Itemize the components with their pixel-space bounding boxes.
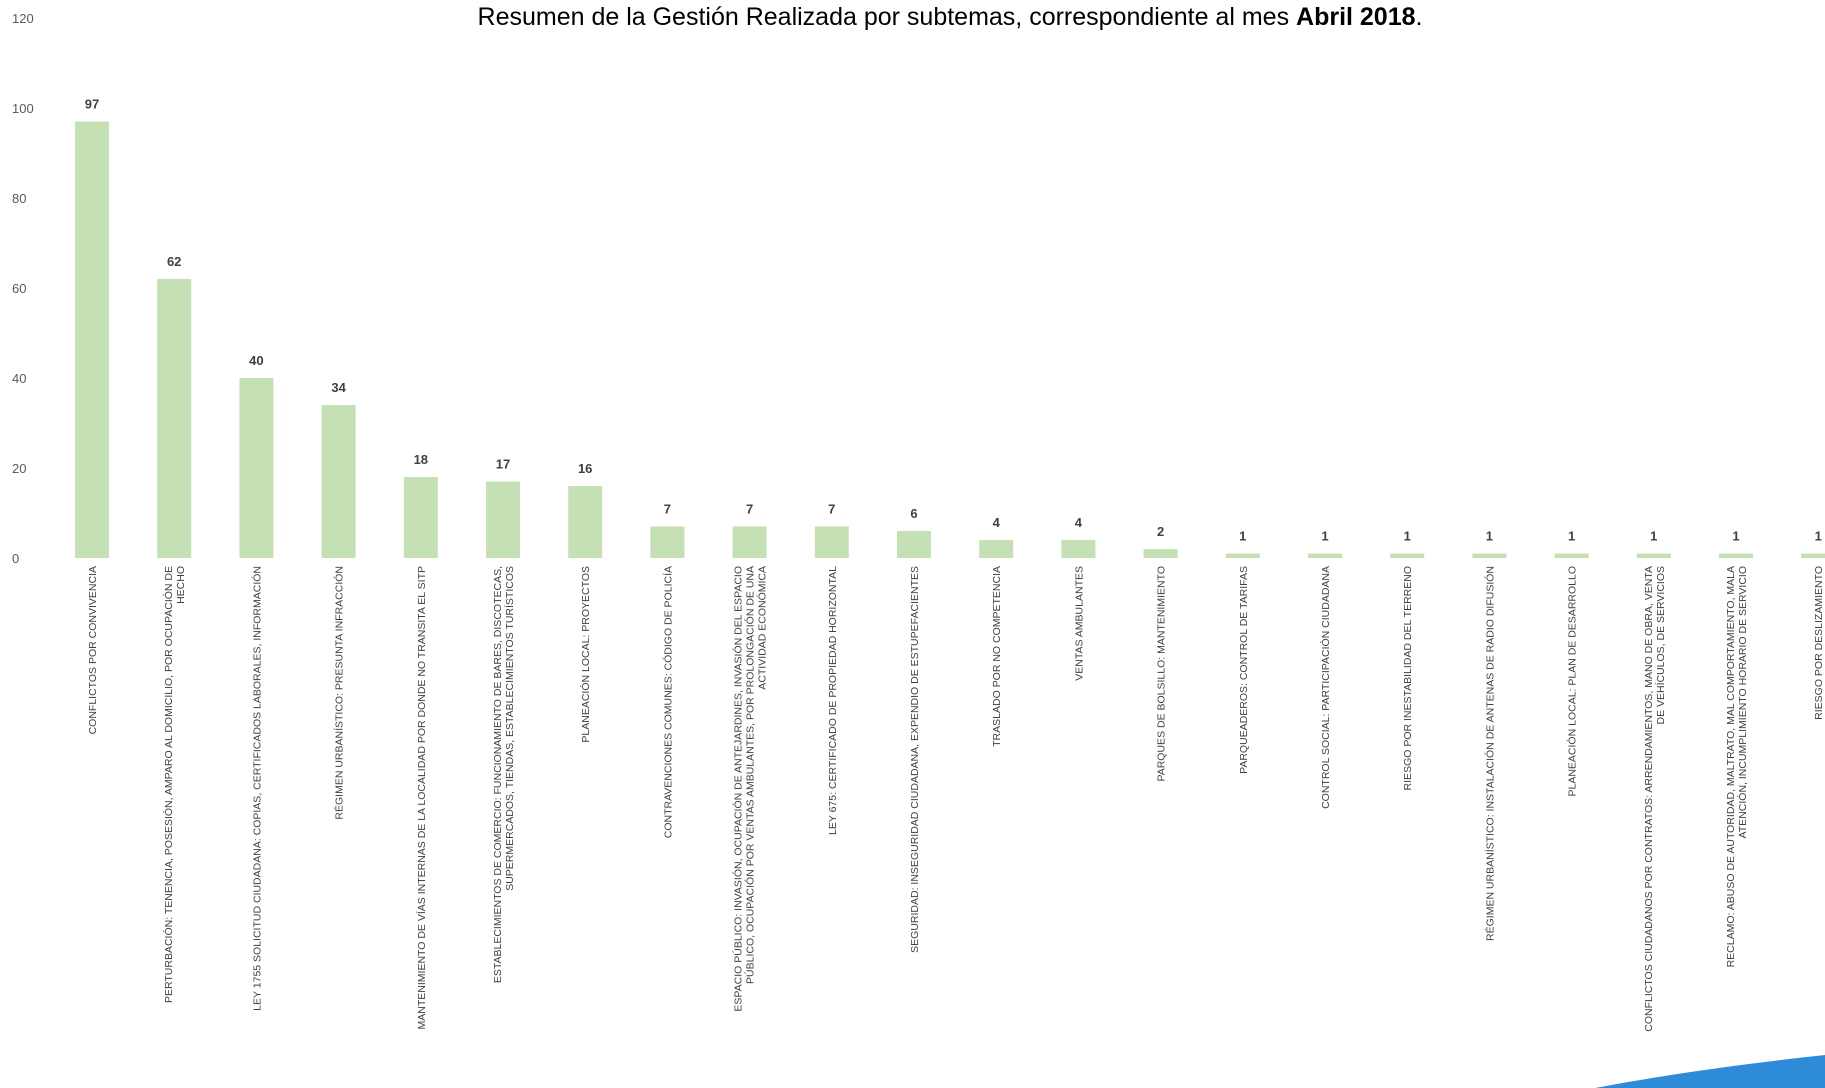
- bar: [568, 486, 603, 558]
- category-label: HECHO: [175, 566, 187, 604]
- chart-title-bold: Abril 2018: [1296, 3, 1416, 31]
- category-label: VENTAS AMBULANTES: [1073, 566, 1085, 681]
- data-label: 62: [167, 254, 181, 269]
- bar: [979, 540, 1014, 558]
- category-label: DE VEHÍCULOS, DE SERVICIOS: [1654, 566, 1667, 725]
- bar: [650, 526, 685, 558]
- data-label: 6: [910, 506, 917, 521]
- y-axis: 0 20 40 60 80 100 120: [12, 11, 34, 566]
- bar: [1143, 549, 1178, 558]
- category-label: SUPERMERCADOS, TIENDAS, ESTABLECIMIENTOS…: [503, 566, 516, 891]
- data-label: 7: [664, 502, 671, 517]
- category-label: CONTRAVENCIONES COMUNES: CÓDIGO DE POLIC…: [661, 566, 674, 838]
- y-tick-label: 0: [12, 551, 19, 566]
- category-label: ATENCIÓN, INCUMPLIMIENTO HORARIO DE SERV…: [1736, 566, 1749, 838]
- category-label: ESTABLECIMIENTOS DE COMERCIO: FUNCIONAMI…: [492, 566, 504, 983]
- bar: [321, 405, 356, 558]
- bar-series: [75, 121, 1825, 558]
- y-tick-label: 120: [12, 11, 34, 26]
- data-label: 97: [85, 97, 99, 112]
- category-label: RÉGIMEN URBANÍSTICO: PRESUNTA INFRACCIÓN: [333, 566, 346, 820]
- data-label: 7: [828, 502, 835, 517]
- category-label: LEY 675: CERTIFICADO DE PROPIEDAD HORIZO…: [827, 566, 839, 835]
- bar: [157, 279, 192, 558]
- data-label: 1: [1815, 529, 1822, 544]
- data-labels: 97 62 40 34 18 17 16 7 7 7 6 4 4 2 1 1 1 1 1 1 1 1: [85, 97, 1822, 544]
- category-label: RÉGIMEN URBANÍSTICO: INSTALACIÓN DE ANTE…: [1483, 566, 1496, 941]
- data-label: 40: [249, 353, 263, 368]
- category-label: LEY 1755 SOLICITUD CIUDADANA: COPIAS, CE…: [250, 566, 263, 1011]
- data-label: 17: [496, 457, 510, 472]
- y-tick-label: 40: [12, 371, 26, 386]
- data-label: 4: [1075, 515, 1083, 530]
- category-label: RIESGO POR DESLIZAMIENTO: [1813, 566, 1825, 720]
- chart-title: Resumen de la Gestión Realizada por subt…: [350, 0, 1550, 34]
- bar: [239, 378, 274, 558]
- bar: [1308, 553, 1342, 558]
- category-label: CONFLICTOS POR CONVIVENCIA: [87, 566, 99, 734]
- bar: [486, 481, 520, 558]
- bar: [1061, 540, 1096, 558]
- category-labels: CONFLICTOS POR CONVIVENCIA PERTURBACIÓN: …: [87, 566, 1825, 1032]
- chart-title-tail: .: [1415, 3, 1423, 31]
- bar: [732, 526, 767, 558]
- y-tick-label: 60: [12, 281, 26, 296]
- data-label: 1: [1404, 529, 1411, 544]
- y-tick-label: 20: [12, 461, 26, 476]
- data-label: 1: [1650, 529, 1657, 544]
- data-label: 18: [414, 452, 428, 467]
- bar: [814, 526, 849, 558]
- category-label: RIESGO POR INESTABILIDAD DEL TERRENO: [1402, 566, 1414, 790]
- category-label: RECLAMO: ABUSO DE AUTORIDAD, MALTRATO, M…: [1725, 566, 1737, 967]
- category-label: SEGURIDAD: INSEGURIDAD CIUDADANA, EXPEND…: [909, 566, 921, 953]
- category-label: MANTENIMIENTO DE VÍAS INTERNAS DE LA LOC…: [415, 566, 428, 1029]
- category-label: ACTIVIDAD ECONÓMICA: [756, 566, 769, 690]
- bar: [897, 531, 931, 558]
- data-label: 34: [331, 380, 346, 395]
- y-tick-label: 80: [12, 191, 26, 206]
- bar: [1719, 553, 1753, 558]
- data-label: 7: [746, 502, 753, 517]
- data-label: 1: [1486, 529, 1493, 544]
- data-label: 2: [1157, 524, 1164, 539]
- category-label: CONFLICTOS CIUDADANOS POR CONTRATOS: ARR…: [1643, 566, 1655, 1032]
- bar: [75, 121, 109, 558]
- data-label: 1: [1732, 529, 1739, 544]
- y-tick-label: 100: [12, 101, 34, 116]
- bar: [1472, 553, 1507, 558]
- data-label: 16: [578, 461, 592, 476]
- bar: [1390, 553, 1425, 558]
- data-label: 4: [993, 515, 1001, 530]
- category-label: CONTROL SOCIAL: PARTICIPACIÓN CIUDADANA: [1319, 566, 1332, 809]
- data-label: 1: [1321, 529, 1328, 544]
- category-label: PLANEACIÓN LOCAL: PROYECTOS: [579, 566, 592, 743]
- bar: [1801, 553, 1825, 558]
- bar: [403, 477, 438, 558]
- category-label: PARQUES DE BOLSILLO: MANTENIMIENTO: [1156, 566, 1168, 782]
- category-label: TRASLADO POR NO COMPETENCIA: [991, 566, 1003, 747]
- bar: [1554, 553, 1589, 558]
- category-label: PARQUEADEROS: CONTROL DE TARIFAS: [1238, 566, 1250, 774]
- category-label: PERTURBACIÓN: TENENCIA, POSESIÓN, AMPARO…: [162, 566, 175, 1003]
- bar: [1225, 553, 1260, 558]
- category-label: PLANEACIÓN LOCAL: PLAN DE DESARROLLO: [1566, 566, 1579, 797]
- decorative-swoosh: [1595, 1055, 1825, 1088]
- category-label: PÚBLICO, OCUPACIÓN POR VENTAS AMBULANTES…: [744, 566, 757, 984]
- chart-title-main: Resumen de la Gestión Realizada por subt…: [477, 3, 1297, 31]
- data-label: 1: [1568, 529, 1575, 544]
- bar: [1636, 553, 1671, 558]
- category-label: ESPACIO PÚBLICO: INVASIÓN, OCUPACIÓN DE …: [732, 566, 745, 1012]
- data-label: 1: [1239, 529, 1246, 544]
